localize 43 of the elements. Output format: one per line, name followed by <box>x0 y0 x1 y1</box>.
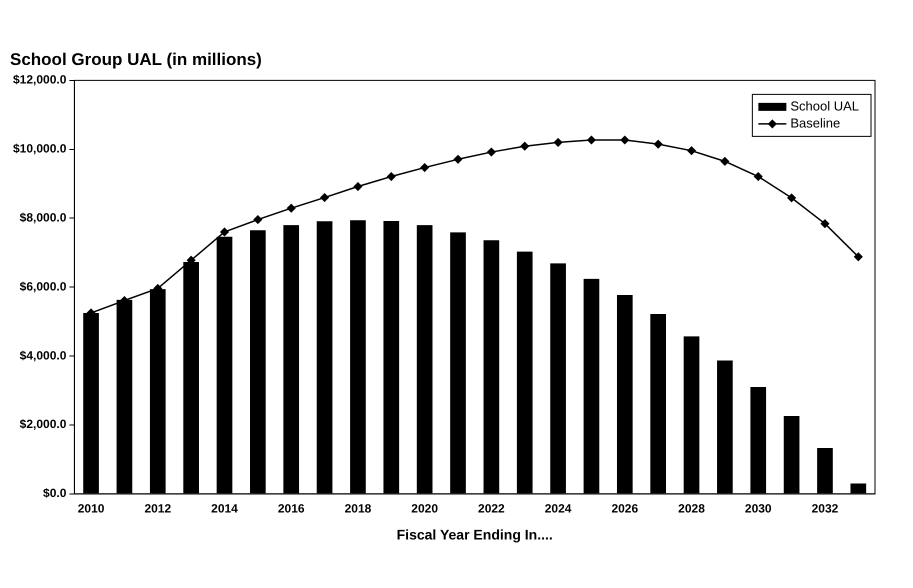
point <box>286 204 296 212</box>
point <box>220 228 229 236</box>
point <box>754 172 762 181</box>
x-tick-label: 2026 <box>611 501 638 516</box>
point <box>487 148 496 156</box>
x-tick-label: 2024 <box>544 501 572 516</box>
point <box>854 252 863 262</box>
chart-title: School Group UAL (in millions) <box>10 50 262 69</box>
x-tick-label: 2028 <box>678 501 706 516</box>
x-tick-label: 2016 <box>278 501 305 516</box>
point <box>587 136 596 144</box>
y-tick-label: $10,000.0 <box>12 142 67 156</box>
x-tick-label: 2022 <box>478 501 506 516</box>
y-tick-label: $4,000.0 <box>20 348 67 362</box>
legend-label: School UAL <box>790 98 860 114</box>
x-tick-label: 2012 <box>144 501 172 516</box>
y-tick-label: $2,000.0 <box>20 417 67 432</box>
x-tick-label: 2032 <box>812 501 839 516</box>
point <box>820 219 830 228</box>
point <box>654 140 662 148</box>
y-tick-label: $12,000.0 <box>12 72 67 87</box>
y-tick-label: $8,000.0 <box>20 210 67 225</box>
x-tick-label: 2030 <box>744 501 772 516</box>
point <box>554 138 562 147</box>
point <box>620 136 630 144</box>
point <box>720 157 730 166</box>
legend-label: Baseline <box>790 115 840 130</box>
x-tick-label: 2020 <box>411 501 438 516</box>
point <box>454 155 462 164</box>
point <box>387 172 396 181</box>
point <box>354 182 362 191</box>
point <box>787 194 796 202</box>
point <box>687 146 696 155</box>
y-tick-label: $6,000.0 <box>20 279 67 294</box>
x-axis-title: Fiscal Year Ending In.... <box>396 526 553 542</box>
x-tick-label: 2018 <box>344 501 372 516</box>
x-tick-label: 2014 <box>211 501 238 516</box>
point <box>320 193 329 202</box>
y-tick-label: $0.0 <box>43 486 67 500</box>
point <box>520 142 529 150</box>
point <box>254 215 262 224</box>
x-tick-label: 2010 <box>78 501 105 516</box>
point <box>420 163 429 172</box>
